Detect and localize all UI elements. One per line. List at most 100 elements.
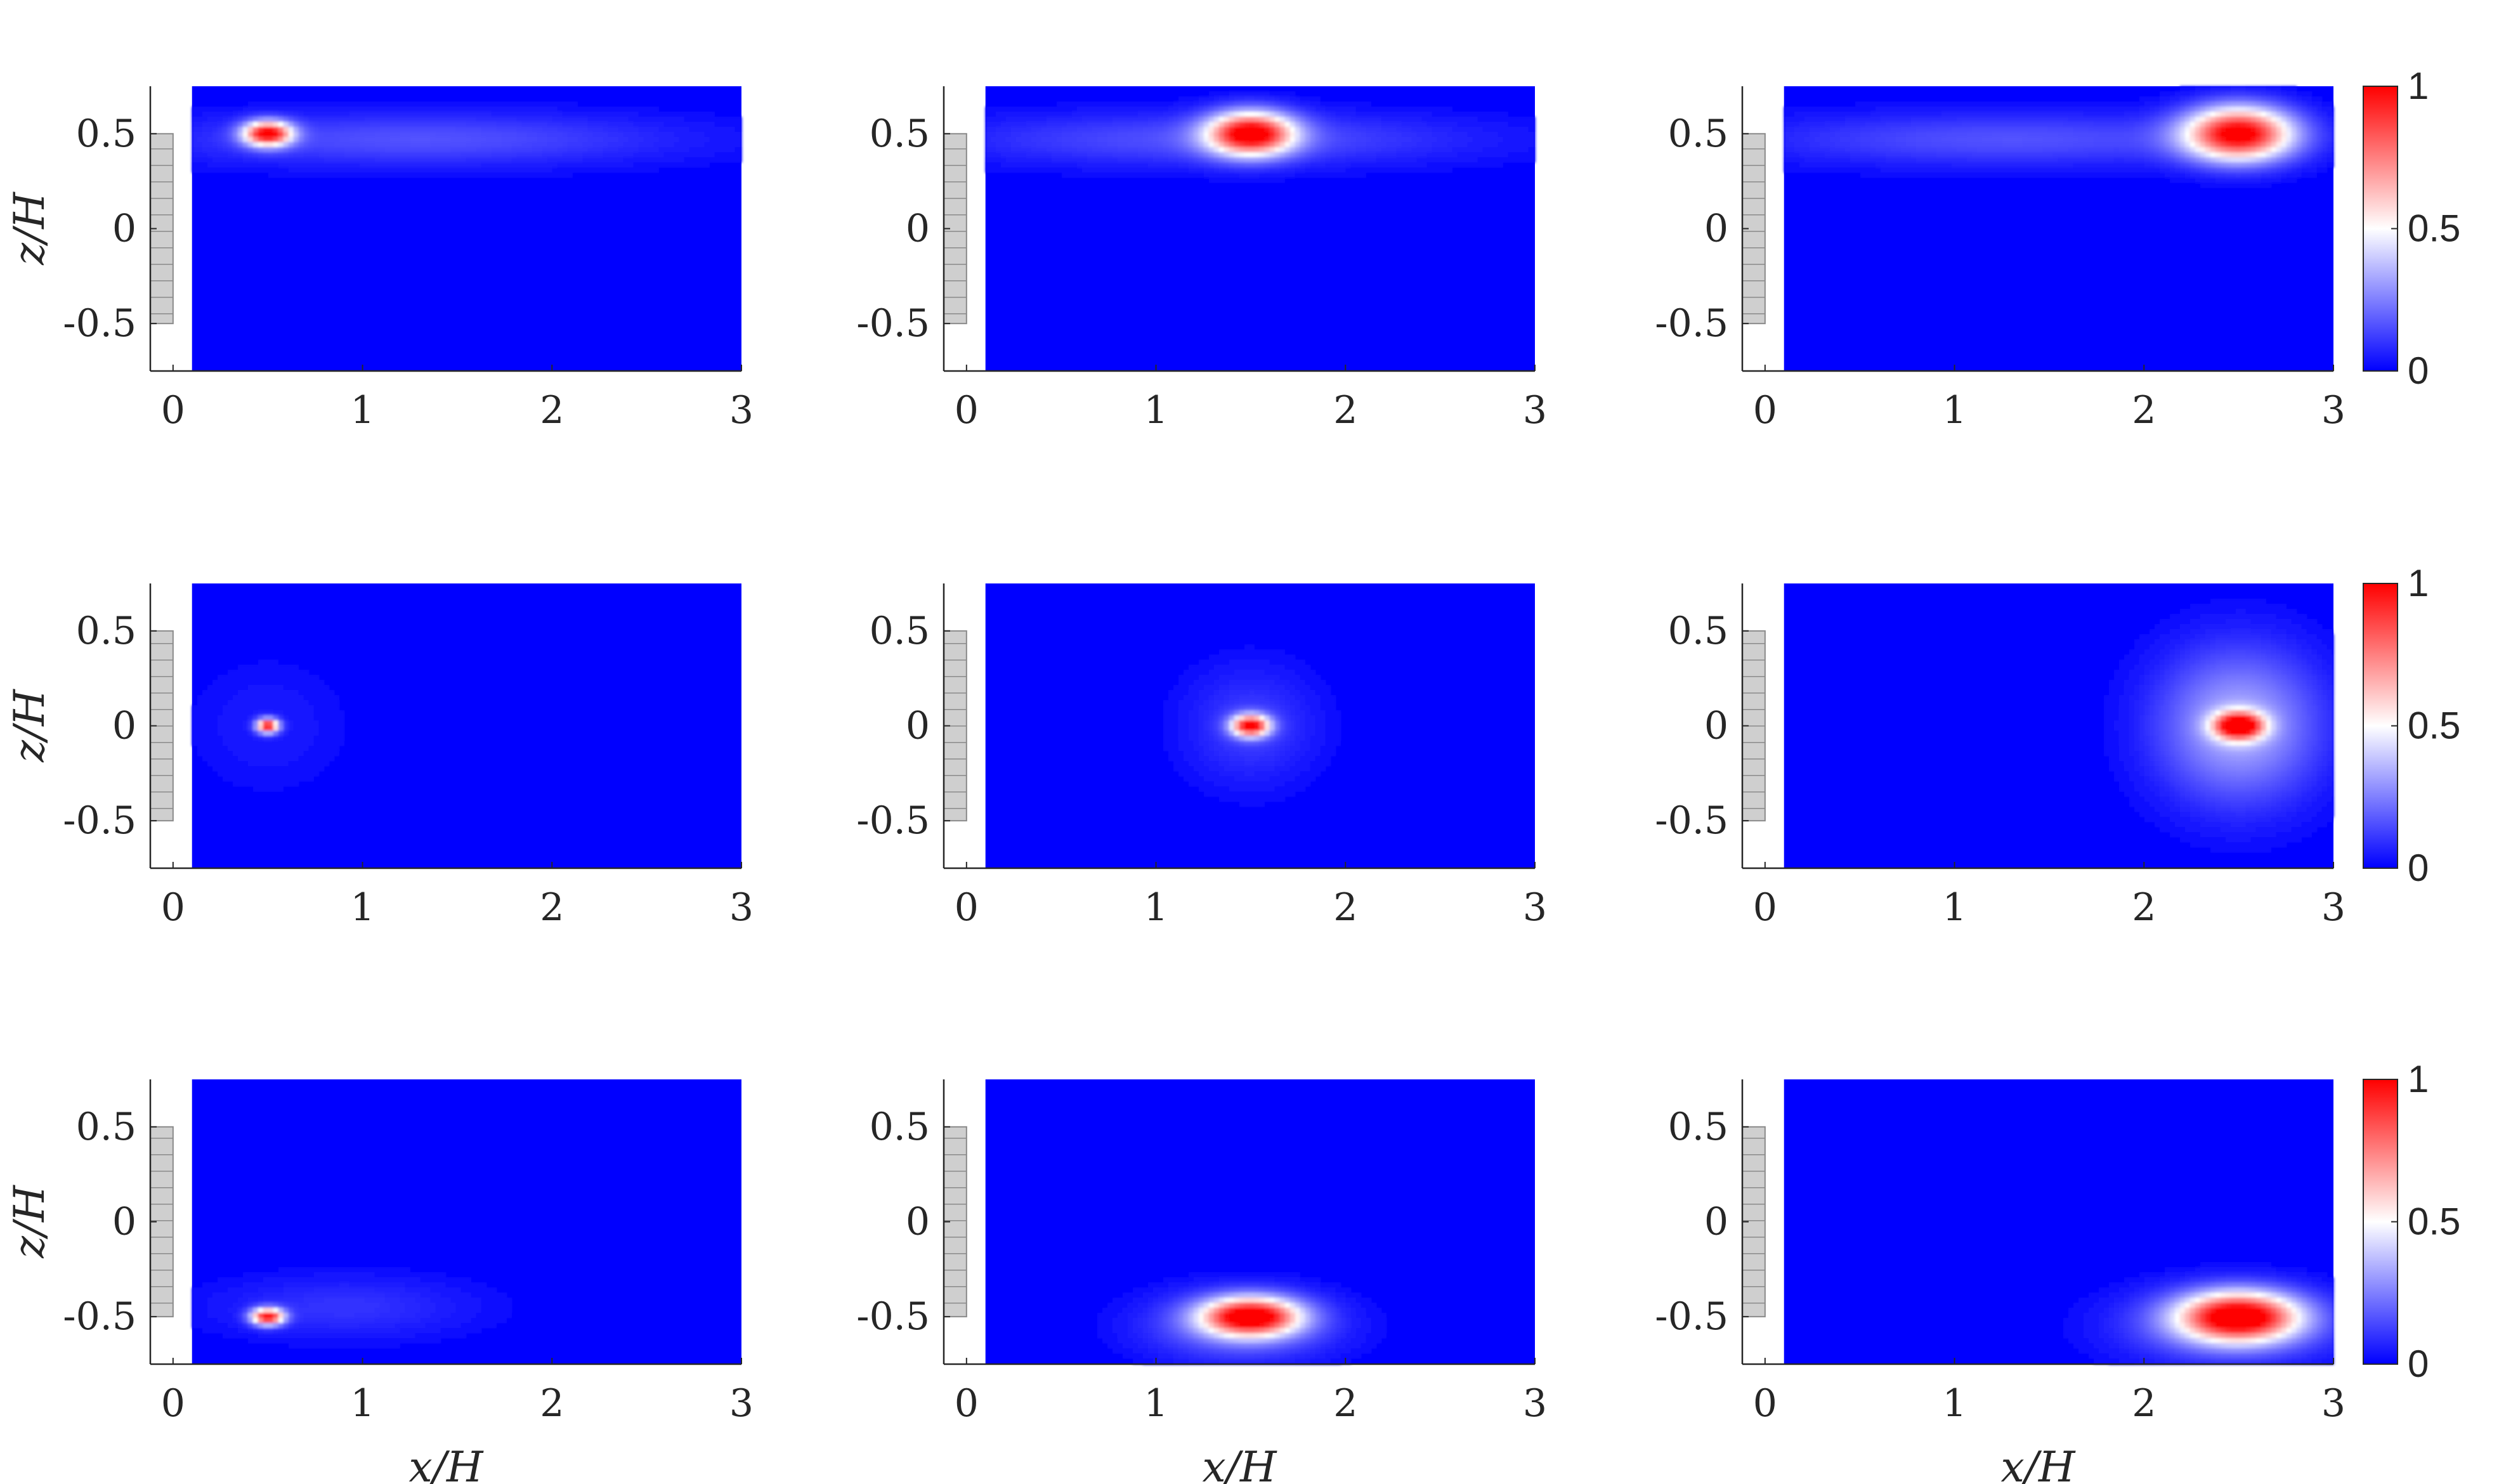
heatmap-cell xyxy=(1122,132,1128,138)
heatmap-cell xyxy=(2037,152,2044,158)
heatmap-cell xyxy=(1239,142,1245,148)
heatmap-cell xyxy=(2093,107,2099,112)
heatmap-cell xyxy=(2332,112,2334,117)
heatmap-cell xyxy=(1102,132,1108,138)
heatmap-cell xyxy=(1061,132,1067,138)
heatmap-cell xyxy=(1076,167,1083,173)
heatmap-cell xyxy=(1061,117,1067,122)
heatmap-cell xyxy=(1345,147,1352,153)
heatmap-cell xyxy=(207,112,213,117)
heatmap-cell xyxy=(1183,112,1189,117)
heatmap-cell xyxy=(734,117,741,122)
heatmap-cell xyxy=(2215,117,2221,122)
heatmap-cell xyxy=(2063,142,2069,148)
heatmap-cell xyxy=(633,112,639,117)
heatmap-cell xyxy=(2073,117,2079,122)
heatmap-cell xyxy=(1239,132,1245,138)
heatmap-cell xyxy=(2037,137,2044,143)
heatmap-cell xyxy=(2027,132,2033,138)
heatmap-cell xyxy=(1472,127,1478,133)
heatmap-cell xyxy=(2139,142,2145,148)
heatmap-cell xyxy=(2139,117,2145,122)
heatmap-cell xyxy=(1051,157,1057,163)
heatmap-cell xyxy=(329,162,335,168)
heatmap-cell xyxy=(2159,147,2165,153)
heatmap-cell xyxy=(1915,162,1922,168)
heatmap-cell xyxy=(460,157,467,163)
heatmap-cell xyxy=(2037,117,2044,122)
heatmap-cell xyxy=(217,167,223,173)
heatmap-cell xyxy=(364,112,370,117)
heatmap-cell xyxy=(1330,167,1336,173)
heatmap-cell xyxy=(237,167,244,173)
heatmap-cell xyxy=(349,101,355,107)
heatmap-cell xyxy=(1086,167,1093,173)
heatmap-cell xyxy=(1239,152,1245,158)
heatmap-cell xyxy=(202,132,208,138)
heatmap-cell xyxy=(562,112,568,117)
heatmap-cell xyxy=(618,142,624,148)
heatmap-cell xyxy=(1870,127,1876,133)
heatmap-cell xyxy=(2311,137,2318,143)
heatmap-cell xyxy=(1081,112,1088,117)
heatmap-cell xyxy=(237,157,244,163)
heatmap-cell xyxy=(1794,107,1800,112)
heatmap-cell xyxy=(669,142,675,148)
heatmap-cell xyxy=(334,122,340,127)
heatmap-cell xyxy=(526,122,533,127)
heatmap-cell xyxy=(1112,147,1118,153)
heatmap-cell xyxy=(1487,137,1494,143)
heatmap-cell xyxy=(237,122,244,127)
heatmap-cell xyxy=(364,101,370,107)
heatmap-cell xyxy=(1071,172,1078,178)
heatmap-cell xyxy=(684,122,690,127)
heatmap-cell xyxy=(2230,157,2236,163)
heatmap-cell xyxy=(222,162,228,168)
heatmap-cell xyxy=(263,690,269,696)
heatmap-cell xyxy=(273,675,279,680)
heatmap-cell xyxy=(268,132,274,138)
heatmap-cell xyxy=(582,162,589,168)
heatmap-cell xyxy=(354,101,360,107)
heatmap-cell xyxy=(1147,117,1154,122)
heatmap-cell xyxy=(486,112,492,117)
heatmap-cell xyxy=(537,107,543,112)
heatmap-cell xyxy=(273,122,279,127)
heatmap-cell xyxy=(2230,183,2236,188)
heatmap-cell xyxy=(2078,162,2084,168)
heatmap-cell xyxy=(2103,112,2110,117)
heatmap-cell xyxy=(278,172,284,178)
heatmap-cell xyxy=(572,122,578,127)
heatmap-cell xyxy=(2301,122,2307,127)
heatmap-cell xyxy=(2220,112,2226,117)
heatmap-cell xyxy=(1921,167,1927,173)
heatmap-cell xyxy=(1117,147,1123,153)
heatmap-cell xyxy=(1804,162,1810,168)
heatmap-cell xyxy=(1900,132,1907,138)
heatmap-cell xyxy=(2321,122,2328,127)
heatmap-cell xyxy=(410,167,416,173)
heatmap-cell xyxy=(258,157,264,163)
heatmap-cell xyxy=(2012,162,2018,168)
heatmap-cell xyxy=(1421,142,1428,148)
heatmap-cell xyxy=(2139,101,2145,107)
heatmap-cell xyxy=(288,690,294,696)
heatmap-cell xyxy=(1147,112,1154,117)
heatmap-cell xyxy=(1376,157,1382,163)
heatmap-cell xyxy=(1010,157,1017,163)
heatmap-cell xyxy=(1784,157,1790,163)
heatmap-cell xyxy=(1112,122,1118,127)
heatmap-cell xyxy=(547,117,553,122)
heatmap-cell xyxy=(2286,142,2292,148)
heatmap-cell xyxy=(258,122,264,127)
heatmap-cell xyxy=(1360,167,1367,173)
heatmap-cell xyxy=(1097,157,1103,163)
heatmap-cell xyxy=(1198,101,1204,107)
heatmap-cell xyxy=(1244,91,1250,97)
heatmap-cell xyxy=(1284,167,1291,173)
heatmap-cell xyxy=(430,122,436,127)
heatmap-cell xyxy=(2129,152,2135,158)
heatmap-cell xyxy=(1188,142,1194,148)
panel-grid: 0 1 2 30.50-0.5z/H0 1 2 30.50-0.50 1 2 30.50-0.50… xyxy=(5,65,2460,1484)
heatmap-cell xyxy=(1152,112,1159,117)
